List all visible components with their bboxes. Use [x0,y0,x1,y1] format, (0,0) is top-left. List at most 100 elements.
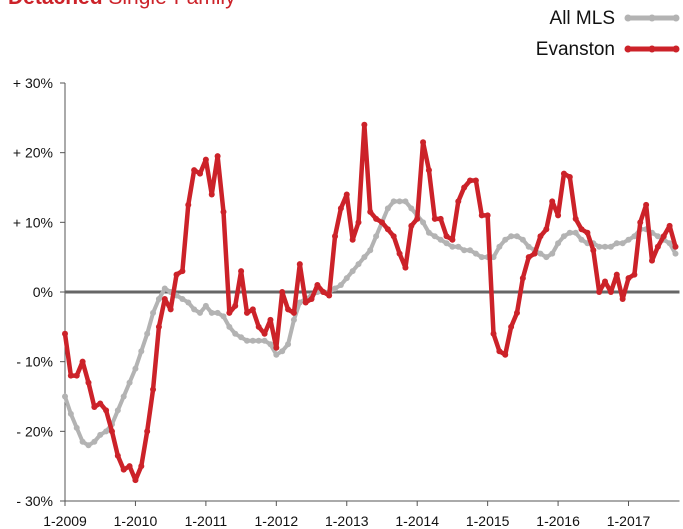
point [396,198,403,205]
point [126,463,133,470]
point [308,295,315,302]
point [625,275,632,282]
point [114,407,121,414]
y-tick-label: - 10% [16,354,53,370]
point [361,121,368,128]
point [208,309,215,316]
point [332,285,339,292]
point [167,306,174,313]
point [103,407,110,414]
point [443,233,450,240]
point [449,243,456,250]
point [161,295,168,302]
point [91,403,98,410]
point [666,240,673,247]
point [155,295,162,302]
point [161,285,168,292]
point [467,177,474,184]
point [672,250,679,257]
legend-dot [624,14,632,22]
point [132,477,139,484]
legend-dot [648,45,656,53]
point [349,236,356,243]
point [525,254,532,261]
point [138,463,145,470]
point [267,341,274,348]
point [144,428,151,435]
point [402,198,409,205]
point [144,330,151,337]
point [326,292,333,299]
y-tick-label: 0% [33,284,53,300]
point [449,236,456,243]
point [232,302,239,309]
point [249,306,256,313]
point [537,250,544,257]
point [572,229,579,236]
point [285,306,292,313]
point [631,233,638,240]
point [384,205,391,212]
point [367,247,374,254]
y-tick-label: + 10% [13,214,53,230]
point [238,268,245,275]
point [619,295,626,302]
point [155,323,162,330]
point [191,167,198,174]
point [261,337,268,344]
point [525,243,532,250]
point [637,219,644,226]
point [643,201,650,208]
point [73,372,80,379]
y-tick-label: + 30% [13,75,53,91]
point [255,323,262,330]
point [202,156,209,163]
point [425,167,432,174]
point [261,330,268,337]
legend-dot [624,45,632,53]
point [672,243,679,250]
point [437,215,444,222]
point [214,309,221,316]
point [654,233,661,240]
point [649,257,655,264]
point [543,226,550,233]
point [232,330,239,337]
point [490,330,497,337]
point [484,212,491,219]
point [602,278,609,285]
point [79,358,86,365]
point [255,337,262,344]
x-tick-label: 1-2011 [185,513,228,529]
point [120,393,127,400]
point [185,299,192,306]
point [296,261,303,268]
point [578,226,585,233]
point [138,348,145,355]
point [472,250,479,257]
x-tick-label: 1-2009 [43,513,87,529]
point [132,365,139,372]
point [202,302,209,309]
point [572,215,579,222]
point [537,233,544,240]
point [302,299,309,306]
point [126,379,133,386]
point [408,205,415,212]
point [566,229,573,236]
chart-title: Detached Single-Family [8,0,236,9]
point [625,236,632,243]
legend-dot [648,14,656,22]
point [349,268,356,275]
point [543,254,550,261]
point [314,282,321,289]
point [660,233,667,240]
point [513,309,520,316]
point [332,233,339,240]
point [208,191,215,198]
point [420,139,427,146]
point [496,243,503,250]
point [508,323,515,330]
point [62,393,68,400]
